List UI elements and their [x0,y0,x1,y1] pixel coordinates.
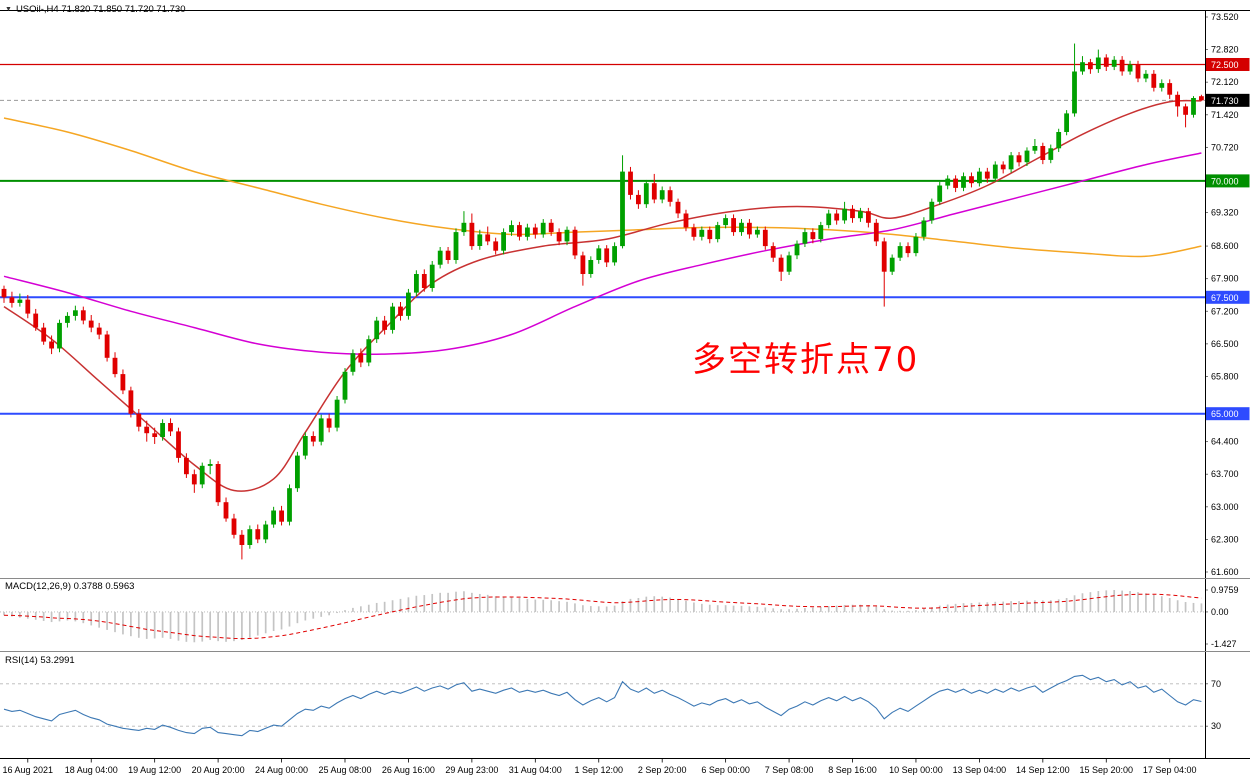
price-axis-label: 65.800 [1211,371,1239,381]
time-axis-label: 31 Aug 04:00 [509,765,562,775]
ma-magenta [3,152,1202,356]
time-axis-label: 19 Aug 12:00 [128,765,181,775]
horizontal-level-lines [0,63,1205,415]
price-badge-65.000 [1205,407,1250,421]
price-axis-label: 61.600 [1211,567,1239,577]
price-badge-72.500 [1205,57,1250,71]
annotation-text: 多空转折点70 [692,340,920,380]
macd-panel: 0.9759 0.00 -1.427 [0,585,1239,649]
price-axis-label: 70.720 [1211,142,1239,152]
time-axis-label: 8 Sep 16:00 [828,765,877,775]
time-axis-label: 25 Aug 08:00 [318,765,371,775]
rsi-line [3,674,1202,737]
time-axis-label: 18 Aug 04:00 [65,765,118,775]
time-axis-label: 16 Aug 2021 [3,765,54,775]
macd-axis-label: 0.9759 [1211,585,1239,595]
collapse-arrow-icon[interactable]: ▼ [5,6,12,13]
time-axis-label: 7 Sep 08:00 [765,765,814,775]
rsi-indicator-label: RSI(14) 53.2991 [5,655,75,666]
price-badge-text: 65.000 [1211,409,1239,419]
macd-axis-label: 0.00 [1211,607,1229,617]
price-axis-label: 63.700 [1211,469,1239,479]
price-badge-text: 71.730 [1211,96,1239,106]
price-badge-text: 72.500 [1211,60,1239,70]
price-axis-label: 63.000 [1211,502,1239,512]
price-badge-text: 70.000 [1211,176,1239,186]
ma-crimson [3,99,1202,492]
time-axis-label: 29 Aug 23:00 [445,765,498,775]
price-axis-label: 67.900 [1211,274,1239,284]
macd-indicator-label: MACD(12,26,9) 0.3788 0.5963 [5,581,135,592]
price-badge-71.730 [1205,93,1250,107]
time-axis-label: 24 Aug 00:00 [255,765,308,775]
price-badge-67.500 [1205,290,1250,304]
moving-averages-layer [3,99,1202,492]
time-axis-label: 14 Sep 12:00 [1016,765,1070,775]
candles-layer [1,43,1204,560]
time-axis-label: 10 Sep 00:00 [889,765,943,775]
time-axis-label: 13 Sep 04:00 [953,765,1007,775]
rsi-panel: 70 30 [0,674,1221,737]
rsi-axis-label: 70 [1211,679,1221,689]
symbol-ohlc-label: USOil-,H4 71.820 71.850 71.720 71.730 [15,4,186,15]
price-badge-70.000 [1205,174,1250,188]
price-axis: 73.520 72.820 72.120 71.420 70.720 69.320 68.6… [1205,12,1250,577]
time-axis: 16 Aug 2021 18 Aug 04:00 19 Aug 12:00 20 Au… [3,758,1197,775]
time-axis-label: 1 Sep 12:00 [574,765,623,775]
macd-axis-label: -1.427 [1211,639,1237,649]
price-axis-label: 68.600 [1211,241,1239,251]
price-axis-label: 66.500 [1211,339,1239,349]
time-axis-label: 26 Aug 16:00 [382,765,435,775]
time-axis-label: 20 Aug 20:00 [192,765,245,775]
frame-lines [0,10,1250,759]
ma-orange [3,117,1202,258]
price-axis-label: 67.200 [1211,306,1239,316]
price-axis-label: 62.300 [1211,534,1239,544]
time-axis-label: 6 Sep 00:00 [701,765,750,775]
macd-signal-line [3,593,1202,640]
time-axis-label: 15 Sep 20:00 [1079,765,1133,775]
price-axis-label: 71.420 [1211,110,1239,120]
price-axis-label: 69.320 [1211,208,1239,218]
price-axis-label: 73.520 [1211,12,1239,22]
price-axis-label: 72.820 [1211,45,1239,55]
price-axis-label: 72.120 [1211,77,1239,87]
time-axis-label: 17 Sep 04:00 [1143,765,1197,775]
price-badge-text: 67.500 [1211,293,1239,303]
time-axis-label: 2 Sep 20:00 [638,765,687,775]
rsi-axis-label: 30 [1211,721,1221,731]
price-axis-label: 64.400 [1211,437,1239,447]
main-chart-header: ▼ USOil-,H4 71.820 71.850 71.720 71.730 [5,4,185,15]
